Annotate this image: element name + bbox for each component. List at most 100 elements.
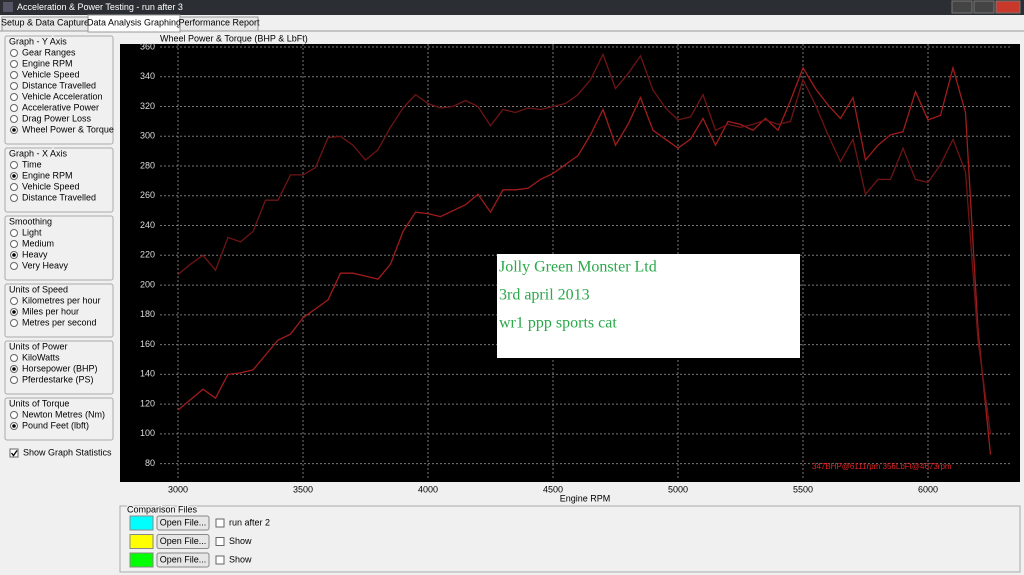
window-title: Acceleration & Power Testing - run after…: [17, 2, 183, 12]
radio[interactable]: [10, 319, 18, 327]
close-button[interactable]: [995, 0, 1021, 14]
x-tick-label: 5500: [793, 484, 813, 494]
group-box: [4, 283, 114, 338]
check-mark: [10, 450, 18, 457]
radio[interactable]: [10, 240, 18, 248]
group-title: Units of Speed: [9, 284, 68, 294]
y-tick-label: 140: [140, 369, 155, 379]
group-title: Units of Power: [9, 341, 68, 351]
open-file-button[interactable]: [156, 515, 210, 531]
tab[interactable]: [179, 16, 259, 32]
minimize-button[interactable]: [951, 0, 973, 14]
data-line: [177, 52, 992, 434]
tab-label: Data Analysis Graphing: [87, 17, 181, 27]
chart-title: Wheel Power & Torque (BHP & LbFt): [160, 33, 308, 43]
radio-label: Engine RPM: [22, 58, 73, 68]
color-swatch[interactable]: [129, 515, 154, 531]
group-title: Units of Torque: [9, 398, 69, 408]
title-bar: [0, 0, 1024, 15]
y-tick-label: 240: [140, 220, 155, 230]
checkbox-label: Show Graph Statistics: [23, 447, 112, 457]
radio-label: Distance Travelled: [22, 80, 96, 90]
group-box: [4, 35, 114, 145]
radio[interactable]: [10, 411, 18, 419]
radio[interactable]: [10, 229, 18, 237]
radio[interactable]: [10, 60, 18, 68]
x-axis-label: Engine RPM: [560, 493, 611, 503]
group-title: Graph - Y Axis: [9, 36, 67, 46]
y-tick-label: 280: [140, 160, 155, 170]
maximize-button[interactable]: [973, 0, 995, 14]
radio[interactable]: [10, 93, 18, 101]
color-swatch[interactable]: [129, 552, 154, 568]
button-label: Open File...: [160, 517, 207, 527]
radio[interactable]: [10, 115, 18, 123]
radio[interactable]: [10, 49, 18, 57]
radio-label: Gear Ranges: [22, 47, 76, 57]
box-title-bg: Comparison Files: [127, 504, 198, 514]
radio-label: Horsepower (BHP): [22, 363, 98, 373]
radio[interactable]: [10, 297, 18, 305]
radio[interactable]: [10, 104, 18, 112]
radio[interactable]: [10, 161, 18, 169]
color-swatch[interactable]: [129, 534, 154, 549]
y-tick-label: 100: [140, 428, 155, 438]
open-file-button[interactable]: [156, 552, 210, 568]
radio-label: Kilometres per hour: [22, 295, 101, 305]
x-tick-label: 4000: [418, 484, 438, 494]
x-tick-label: 4500: [543, 484, 563, 494]
checkbox[interactable]: [215, 537, 225, 546]
data-line: [177, 65, 992, 455]
group-box: [4, 397, 114, 441]
y-tick-label: 220: [140, 250, 155, 260]
app-icon: [3, 2, 13, 12]
comparison-box: [119, 505, 1021, 573]
text-box-line: Jolly Green Monster Ltd: [499, 259, 657, 276]
checkbox[interactable]: [9, 448, 19, 458]
radio-label: Medium: [22, 238, 54, 248]
radio-dot: [12, 310, 16, 314]
y-tick-label: 180: [140, 309, 155, 319]
radio-dot: [12, 424, 16, 428]
group-box: [4, 147, 114, 213]
radio-label: Very Heavy: [22, 260, 69, 270]
y-tick-label: 260: [140, 190, 155, 200]
radio[interactable]: [10, 376, 18, 384]
radio[interactable]: [10, 194, 18, 202]
y-tick-label: 320: [140, 101, 155, 111]
radio[interactable]: [10, 262, 18, 270]
radio-label: Time: [22, 159, 42, 169]
checkbox[interactable]: [215, 555, 225, 565]
checkbox[interactable]: [215, 518, 225, 528]
radio-label: Distance Travelled: [22, 192, 96, 202]
tab-label: Setup & Data Capture: [1, 17, 89, 27]
x-tick-label: 6000: [918, 484, 938, 494]
checkbox-label: Show: [229, 536, 252, 546]
y-tick-label: 80: [145, 458, 155, 468]
radio[interactable]: [10, 354, 18, 362]
x-tick-label: 3000: [168, 484, 188, 494]
x-tick-label: 5000: [668, 484, 688, 494]
radio-label: Miles per hour: [22, 306, 79, 316]
open-file-button[interactable]: [156, 534, 210, 549]
radio[interactable]: [10, 82, 18, 90]
tab-label: Performance Report: [178, 17, 260, 27]
radio-dot: [12, 253, 16, 257]
radio[interactable]: [10, 183, 18, 191]
radio-label: Drag Power Loss: [22, 113, 92, 123]
radio-label: Accelerative Power: [22, 102, 99, 112]
group-box: [4, 215, 114, 281]
radio[interactable]: [10, 71, 18, 79]
button-label: Open File...: [160, 536, 207, 546]
radio-label: Newton Metres (Nm): [22, 409, 105, 419]
text-box-line: wr1 ppp sports cat: [499, 315, 617, 332]
checkbox-label: run after 2: [229, 517, 270, 527]
text-box: [497, 254, 800, 358]
radio-label: Vehicle Acceleration: [22, 91, 103, 101]
x-tick-label: 3500: [293, 484, 313, 494]
radio-dot: [12, 367, 16, 371]
y-tick-label: 340: [140, 71, 155, 81]
comparison-title: Comparison Files: [127, 504, 198, 514]
group-box: [4, 340, 114, 395]
